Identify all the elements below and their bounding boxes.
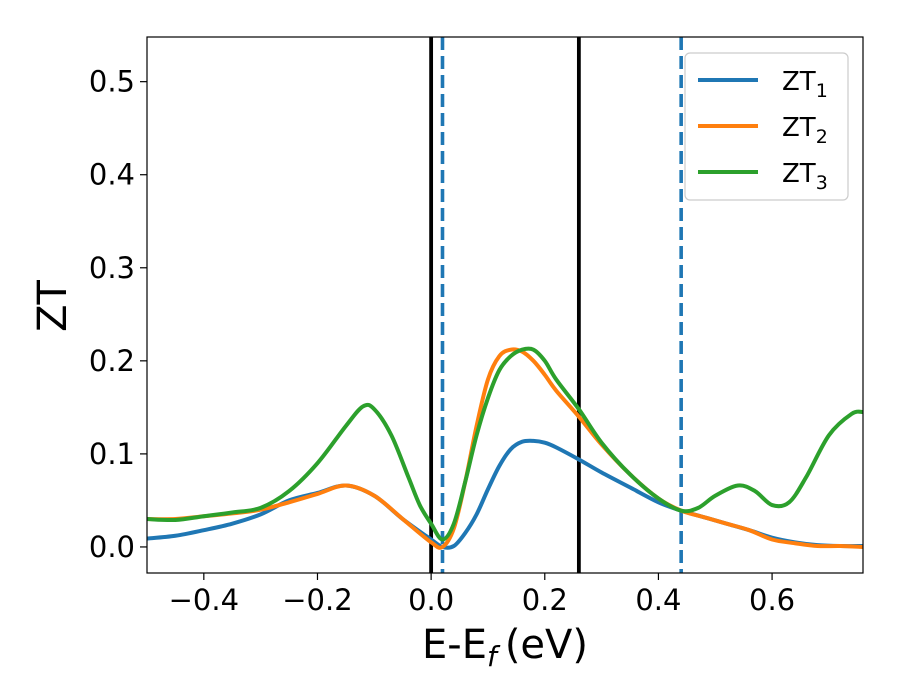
x-axis-label: E-Ef (eV) (422, 622, 588, 673)
series-line-zt2 (147, 347, 863, 550)
plot-frame (146, 36, 864, 574)
x-axis-label-subscript: f (487, 640, 501, 673)
x-tick-label: −0.2 (282, 583, 352, 617)
y-tick-label: 0.1 (89, 437, 135, 471)
x-axis: −0.4 −0.2 0.0 0.2 0.4 0.6 (169, 573, 795, 617)
y-tick-label: 0.2 (89, 344, 135, 378)
legend-label-zt2: ZT2 (782, 113, 828, 148)
x-tick-label: 0.2 (522, 583, 568, 617)
y-tick-label: 0.4 (89, 158, 135, 192)
y-tick-label: 0.0 (89, 530, 135, 564)
y-tick-label: 0.5 (89, 65, 135, 99)
x-axis-label-unit: (eV) (505, 622, 588, 668)
y-axis: 0.0 0.1 0.2 0.3 0.4 0.5 (89, 65, 147, 564)
legend-label-zt3: ZT3 (782, 159, 828, 194)
y-axis-label: ZT (30, 280, 76, 332)
x-tick-label: 0.4 (635, 583, 681, 617)
series-line-zt3 (147, 346, 863, 542)
series-lines (147, 346, 863, 550)
reference-lines (429, 37, 683, 573)
x-tick-label: 0.0 (408, 583, 454, 617)
x-tick-label: −0.4 (169, 583, 239, 617)
legend-frame (684, 52, 849, 201)
legend-label-zt1: ZT1 (782, 67, 828, 102)
y-tick-label: 0.3 (89, 251, 135, 285)
legend: ZT1 ZT2 ZT3 (684, 52, 849, 201)
x-tick-label: 0.6 (749, 583, 795, 617)
